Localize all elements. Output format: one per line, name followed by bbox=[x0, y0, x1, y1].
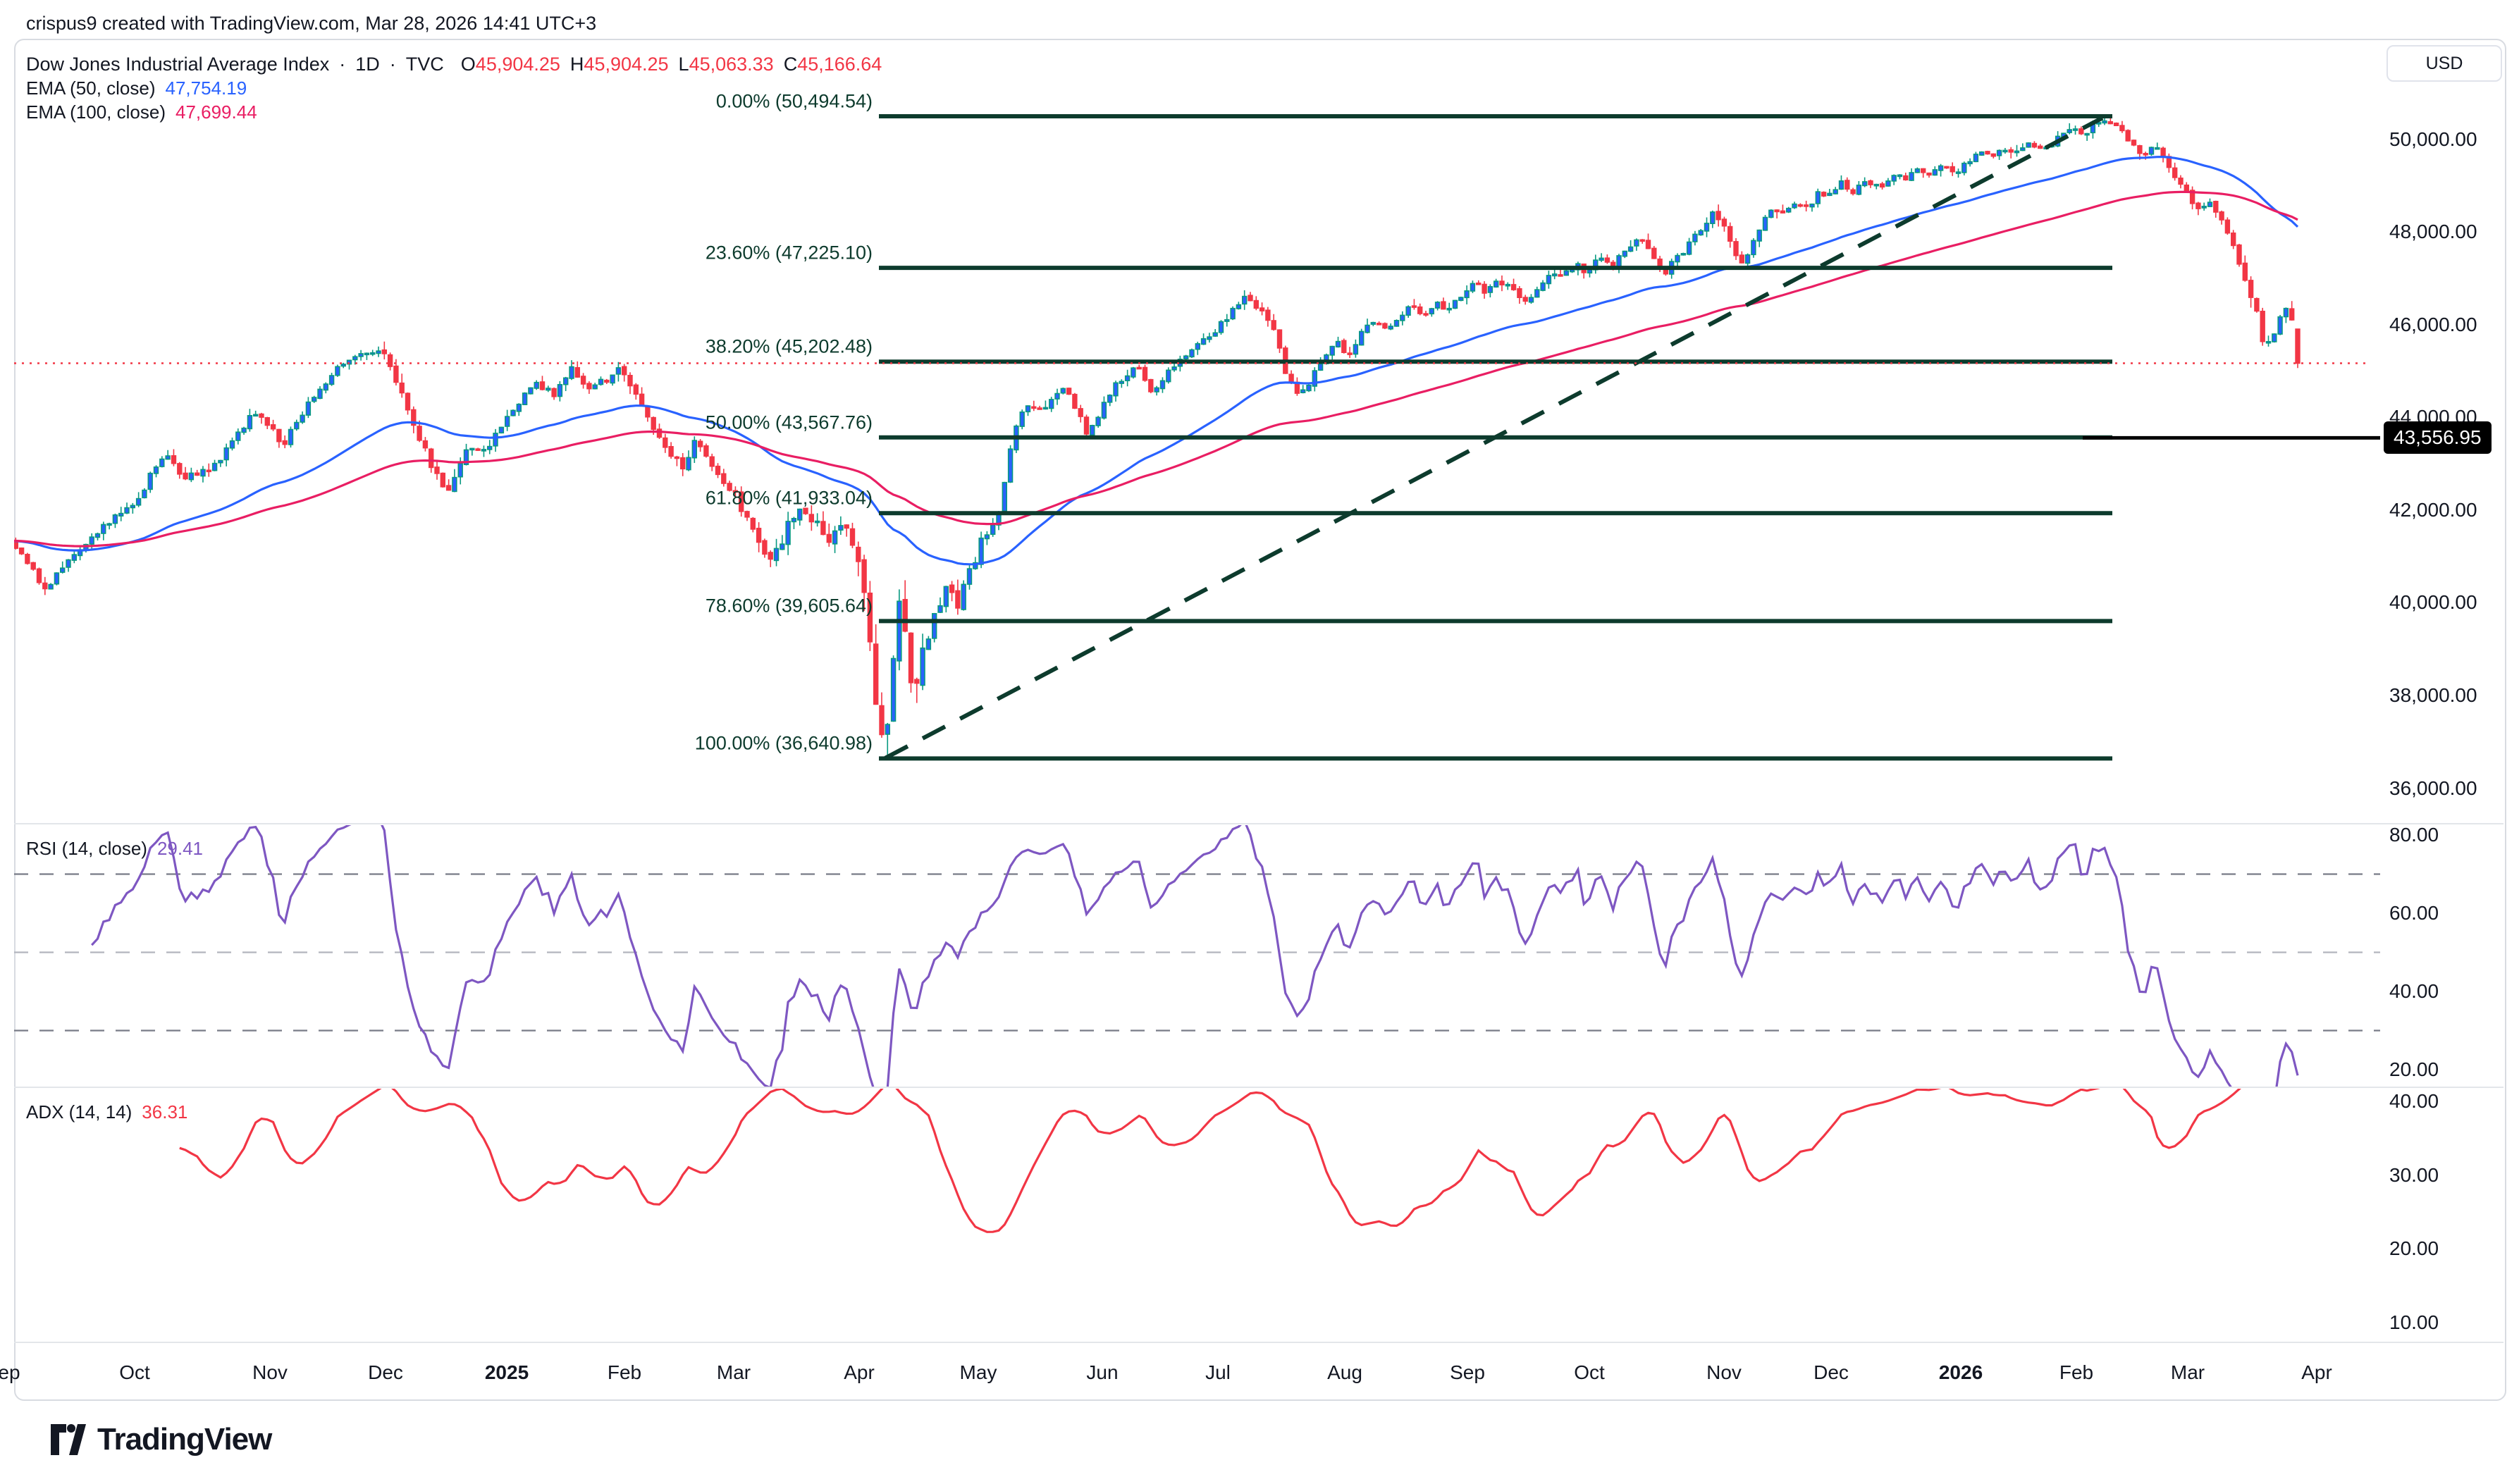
exchange-label: TVC bbox=[405, 54, 444, 75]
tradingview-logo-icon bbox=[51, 1424, 86, 1455]
separator-dot: · bbox=[389, 54, 396, 75]
adx-label: ADX (14, 14) bbox=[26, 1101, 133, 1123]
adx-axis-tick: 20.00 bbox=[2389, 1237, 2439, 1259]
time-axis-label: Feb bbox=[607, 1361, 642, 1383]
ema50-label: EMA (50, close) bbox=[26, 78, 156, 99]
time-axis-label: May bbox=[959, 1361, 997, 1383]
adx-axis-tick: 30.00 bbox=[2389, 1163, 2439, 1186]
fib-level-label: 23.60% (47,225.10) bbox=[705, 242, 873, 264]
symbol-title: Dow Jones Industrial Average Index bbox=[26, 54, 330, 75]
symbol-legend: Dow Jones Industrial Average Index · 1D … bbox=[26, 54, 882, 75]
time-axis-label: Apr bbox=[2301, 1361, 2332, 1383]
time-axis-label: Apr bbox=[844, 1361, 875, 1383]
ema100-label: EMA (100, close) bbox=[26, 101, 166, 123]
fib-level-label: 61.80% (41,933.04) bbox=[705, 487, 873, 509]
rsi-value: 29.41 bbox=[156, 838, 204, 859]
price-axis-tick: 36,000.00 bbox=[2389, 777, 2477, 799]
creator-credit: crispus9 created with TradingView.com, M… bbox=[26, 13, 597, 34]
adx-axis-tick: 40.00 bbox=[2389, 1090, 2439, 1112]
price-axis-tick: 42,000.00 bbox=[2389, 498, 2477, 521]
fib-level-label: 0.00% (50,494.54) bbox=[715, 90, 873, 112]
rsi-axis-tick: 60.00 bbox=[2389, 902, 2439, 924]
price-axis-tick: 48,000.00 bbox=[2389, 221, 2477, 243]
adx-axis-tick: 10.00 bbox=[2389, 1311, 2439, 1333]
price-axis-tick: 40,000.00 bbox=[2389, 591, 2477, 614]
ohlc-high: H45,904.25 bbox=[569, 54, 669, 75]
ema100-legend: EMA (100, close) 47,699.44 bbox=[26, 101, 257, 123]
ohlc-close: C45,166.64 bbox=[783, 54, 882, 75]
interval-label: 1D bbox=[355, 54, 380, 75]
time-axis-label: Aug bbox=[1327, 1361, 1362, 1383]
time-axis-label: Jul bbox=[1205, 1361, 1231, 1383]
time-axis-label: Dec bbox=[1813, 1361, 1849, 1383]
time-axis-label: Mar bbox=[716, 1361, 751, 1383]
price-axis-tick: 38,000.00 bbox=[2389, 684, 2477, 706]
rsi-axis-tick: 80.00 bbox=[2389, 824, 2439, 846]
currency-button[interactable]: USD bbox=[2386, 45, 2502, 82]
tradingview-brand: TradingView bbox=[49, 1422, 272, 1457]
tradingview-logo-text: TradingView bbox=[97, 1422, 272, 1457]
price-axis[interactable] bbox=[2380, 0, 2519, 1342]
time-axis-label: 2026 bbox=[1938, 1361, 1983, 1383]
time-axis-label: Mar bbox=[2170, 1361, 2205, 1383]
rsi-axis-tick: 40.00 bbox=[2389, 980, 2439, 1002]
rsi-label: RSI (14, close) bbox=[26, 838, 147, 859]
time-axis-label: Jun bbox=[1086, 1361, 1119, 1383]
price-tag: 43,556.95 bbox=[2384, 421, 2492, 455]
time-axis-label: Oct bbox=[1574, 1361, 1605, 1383]
time-axis-label: Nov bbox=[1706, 1361, 1742, 1383]
fib-level-label: 78.60% (39,605.64) bbox=[705, 595, 873, 617]
time-axis-label: Feb bbox=[2059, 1361, 2094, 1383]
price-axis-tick: 50,000.00 bbox=[2389, 128, 2477, 150]
time-axis-label: Oct bbox=[119, 1361, 150, 1383]
fib-level-label: 50.00% (43,567.76) bbox=[705, 412, 873, 433]
adx-value: 36.31 bbox=[142, 1101, 188, 1123]
ohlc-open: O45,904.25 bbox=[460, 54, 560, 75]
fib-level-label: 100.00% (36,640.98) bbox=[694, 732, 873, 754]
price-axis-tick: 46,000.00 bbox=[2389, 313, 2477, 335]
time-axis-label: Dec bbox=[368, 1361, 403, 1383]
ema50-value: 47,754.19 bbox=[165, 78, 247, 99]
adx-legend: ADX (14, 14) 36.31 bbox=[26, 1101, 187, 1123]
separator-dot: · bbox=[339, 54, 346, 75]
time-axis-label: 2025 bbox=[484, 1361, 529, 1383]
ema50-legend: EMA (50, close) 47,754.19 bbox=[26, 78, 247, 99]
rsi-axis-tick: 20.00 bbox=[2389, 1058, 2439, 1080]
time-axis-label: Sep bbox=[1450, 1361, 1485, 1383]
ema100-value: 47,699.44 bbox=[175, 101, 257, 123]
fib-level-label: 38.20% (45,202.48) bbox=[705, 335, 873, 357]
time-axis-label: ep bbox=[0, 1361, 20, 1383]
ohlc-low: L45,063.33 bbox=[678, 54, 774, 75]
rsi-legend: RSI (14, close) 29.41 bbox=[26, 838, 203, 860]
time-axis-label: Nov bbox=[252, 1361, 288, 1383]
